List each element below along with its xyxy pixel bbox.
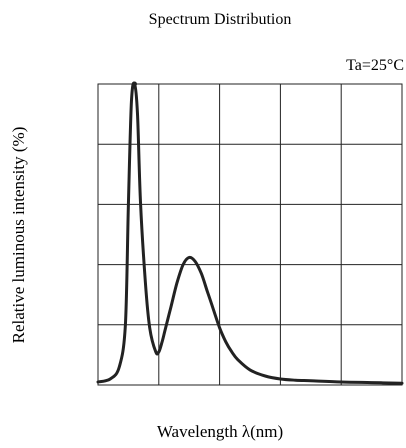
- spectrum-curve: [96, 81, 404, 385]
- y-axis-label: Relative luminous intensity (%): [9, 127, 28, 344]
- temperature-annotation: Ta=25°C: [346, 57, 404, 74]
- plot-frame: [97, 83, 403, 386]
- x-axis-label: Wavelength λ(nm): [157, 422, 283, 441]
- peak-marker: [131, 81, 137, 87]
- chart-title: Spectrum Distribution: [149, 11, 292, 28]
